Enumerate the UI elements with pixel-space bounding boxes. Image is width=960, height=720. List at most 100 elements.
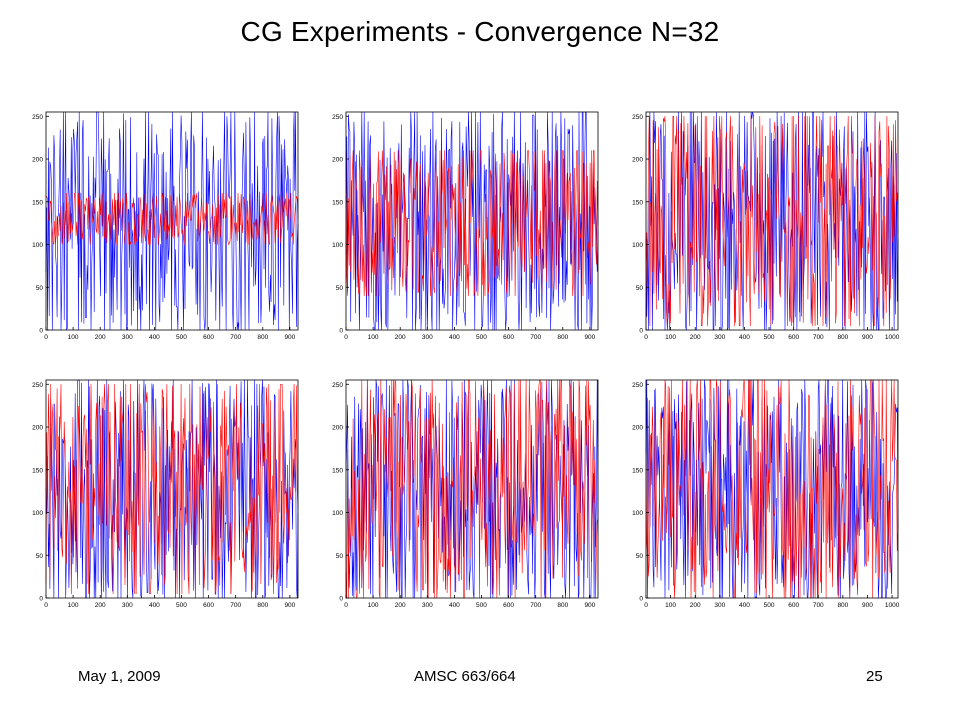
chart-3-ytick-label-0: 0 (639, 328, 643, 335)
chart-6-series-red (645, 379, 899, 599)
chart-5-xtick-label-0: 0 (344, 602, 348, 609)
chart-5-xtick-label-800: 800 (557, 602, 568, 609)
chart-5-xtick-label-100: 100 (368, 602, 379, 609)
chart-6-xtick-label-0: 0 (644, 602, 648, 609)
chart-3-xtick-label-700: 700 (813, 334, 824, 341)
chart-5-xtick-label-400: 400 (449, 602, 460, 609)
chart-3-xtick-label-300: 300 (714, 334, 725, 341)
footer-course: AMSC 663/664 (414, 668, 516, 685)
chart-5-xtick-label-600: 600 (503, 602, 514, 609)
chart-2-xtick-label-100: 100 (368, 334, 379, 341)
chart-5-ytick-label-200: 200 (332, 425, 343, 432)
chart-1-xtick-label-0: 0 (44, 334, 48, 341)
chart-5-ytick-label-0: 0 (339, 596, 343, 603)
chart-2-series-red (345, 150, 599, 297)
chart-2-xtick-label-0: 0 (344, 334, 348, 341)
chart-3-axes-frame (645, 111, 899, 331)
chart-1-xtick-label-400: 400 (149, 334, 160, 341)
chart-1-xtick-label-900: 900 (284, 334, 295, 341)
chart-6-xtick-label-500: 500 (764, 602, 775, 609)
chart-2-xtick-label-400: 400 (449, 334, 460, 341)
chart-4-xtick-label-500: 500 (176, 602, 187, 609)
chart-5-axes-frame (345, 379, 599, 599)
chart-4-xtick-label-100: 100 (68, 602, 79, 609)
chart-4-xtick-label-0: 0 (44, 602, 48, 609)
convergence-chart-2: 0 50 100 150 200 250 0 100 200 300 400 500 600 700 800… (330, 108, 600, 348)
chart-6-ytick-label-200: 200 (632, 425, 643, 432)
chart-4-xtick-label-300: 300 (122, 602, 133, 609)
chart-1-xtick-label-500: 500 (176, 334, 187, 341)
chart-6-xtick-label-300: 300 (714, 602, 725, 609)
chart-1-ytick-label-0: 0 (39, 328, 43, 335)
chart-6-ytick-label-100: 100 (632, 510, 643, 517)
chart-2-series-blue (345, 111, 599, 331)
convergence-chart-3: 0 50 100 150 200 250 0 100 200 300 400 500 600 700 800… (630, 108, 900, 348)
chart-svg-2: 0 50 100 150 200 250 0 100 200 300 400 500 600 700 800… (332, 111, 599, 341)
chart-4-ytick-label-0: 0 (39, 596, 43, 603)
convergence-chart-6: 0 50 100 150 200 250 0 100 200 300 400 500 600 700 800… (630, 376, 900, 616)
chart-3-xtick-label-600: 600 (788, 334, 799, 341)
chart-3-ytick-label-200: 200 (632, 157, 643, 164)
chart-6-ytick-label-150: 150 (632, 467, 643, 474)
chart-5-ytick-label-100: 100 (332, 510, 343, 517)
footer-page-number: 25 (866, 668, 883, 685)
chart-3-xtick-label-0: 0 (644, 334, 648, 341)
chart-1-xtick-label-100: 100 (68, 334, 79, 341)
chart-4-xtick-label-400: 400 (149, 602, 160, 609)
chart-1-xtick-label-300: 300 (122, 334, 133, 341)
chart-1-ytick-label-150: 150 (32, 199, 43, 206)
chart-5-ytick-label-250: 250 (332, 382, 343, 389)
chart-4-xtick-label-600: 600 (203, 602, 214, 609)
convergence-chart-5: 0 50 100 150 200 250 0 100 200 300 400 500 600 700 800… (330, 376, 600, 616)
chart-4-series-red (45, 384, 299, 594)
chart-3-xtick-label-100: 100 (665, 334, 676, 341)
chart-1-axes-frame (45, 111, 299, 331)
chart-3-ytick-label-150: 150 (632, 199, 643, 206)
chart-6-xtick-label-200: 200 (690, 602, 701, 609)
chart-3-xtick-label-800: 800 (837, 334, 848, 341)
chart-3-ytick-label-100: 100 (632, 242, 643, 249)
chart-6-xtick-label-1000: 1000 (885, 602, 900, 609)
chart-6-xtick-label-400: 400 (739, 602, 750, 609)
chart-2-xtick-label-600: 600 (503, 334, 514, 341)
chart-svg-6: 0 50 100 150 200 250 0 100 200 300 400 500 600 700 800… (632, 379, 900, 609)
chart-1-ytick-label-50: 50 (36, 285, 44, 292)
chart-6-ytick-label-250: 250 (632, 382, 643, 389)
chart-svg-4: 0 50 100 150 200 250 0 100 200 300 400 500 600 700 800… (32, 379, 299, 609)
chart-4-ytick-label-50: 50 (36, 553, 44, 560)
chart-6-xtick-label-600: 600 (788, 602, 799, 609)
convergence-chart-1: 0 50 100 150 200 250 0 100 200 300 400 500 600 700 800… (30, 108, 300, 348)
chart-svg-1: 0 50 100 150 200 250 0 100 200 300 400 500 600 700 800… (32, 111, 299, 341)
chart-5-ytick-label-150: 150 (332, 467, 343, 474)
convergence-chart-4: 0 50 100 150 200 250 0 100 200 300 400 500 600 700 800… (30, 376, 300, 616)
footer-date: May 1, 2009 (78, 668, 161, 685)
chart-5-xtick-label-500: 500 (476, 602, 487, 609)
chart-5-xtick-label-300: 300 (422, 602, 433, 609)
chart-4-xtick-label-700: 700 (230, 602, 241, 609)
chart-svg-3: 0 50 100 150 200 250 0 100 200 300 400 500 600 700 800… (632, 111, 900, 341)
chart-4-ytick-label-200: 200 (32, 425, 43, 432)
chart-4-ytick-label-150: 150 (32, 467, 43, 474)
chart-4-ytick-label-100: 100 (32, 510, 43, 517)
chart-2-xtick-label-200: 200 (395, 334, 406, 341)
chart-2-ytick-label-150: 150 (332, 199, 343, 206)
chart-svg-5: 0 50 100 150 200 250 0 100 200 300 400 500 600 700 800… (332, 379, 599, 609)
chart-3-ytick-label-50: 50 (636, 285, 644, 292)
chart-4-ytick-label-250: 250 (32, 382, 43, 389)
chart-5-xtick-label-200: 200 (395, 602, 406, 609)
chart-6-ytick-label-50: 50 (636, 553, 644, 560)
chart-6-xtick-label-900: 900 (862, 602, 873, 609)
chart-2-xtick-label-900: 900 (584, 334, 595, 341)
chart-2-axes-frame (345, 111, 599, 331)
chart-6-xtick-label-100: 100 (665, 602, 676, 609)
chart-4-axes-frame (45, 379, 299, 599)
chart-5-ytick-label-50: 50 (336, 553, 344, 560)
chart-6-series-blue (645, 379, 899, 599)
chart-6-ytick-label-0: 0 (639, 596, 643, 603)
chart-6-xtick-label-800: 800 (837, 602, 848, 609)
chart-1-xtick-label-200: 200 (95, 334, 106, 341)
chart-3-series-red (645, 116, 899, 326)
chart-2-ytick-label-100: 100 (332, 242, 343, 249)
chart-3-xtick-label-900: 900 (862, 334, 873, 341)
chart-2-xtick-label-300: 300 (422, 334, 433, 341)
